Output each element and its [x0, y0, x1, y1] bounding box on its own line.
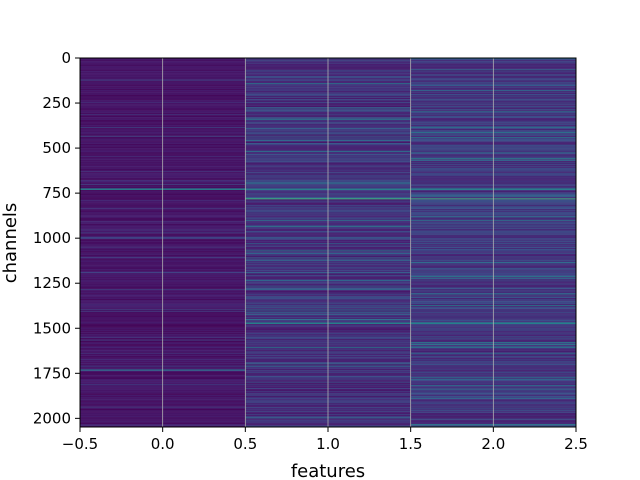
y-tick-label: 1000	[33, 229, 71, 247]
y-tick-label: 2000	[33, 409, 71, 427]
x-tick-label: 1.5	[399, 435, 423, 453]
y-tick-label: 0	[61, 49, 71, 67]
x-tick-label: 1.0	[316, 435, 340, 453]
x-tick-label: 0.0	[151, 435, 175, 453]
y-tick-label: 750	[42, 184, 71, 202]
y-tick-label: 1250	[33, 274, 71, 292]
y-tick-label: 1750	[33, 364, 71, 382]
x-tick-label: 2.5	[564, 435, 588, 453]
y-tick-label: 250	[42, 94, 71, 112]
x-axis-label: features	[291, 461, 365, 480]
y-tick-label: 500	[42, 139, 71, 157]
y-tick-label: 1500	[33, 319, 71, 337]
y-axis-label: channels	[0, 203, 21, 284]
x-tick-label: 2.0	[481, 435, 505, 453]
x-tick-label: −0.5	[62, 435, 98, 453]
y-axis-ticks: 0 250 500 750 1000 1250 1500 1750 2000	[33, 49, 80, 427]
x-axis-ticks: −0.5 0.0 0.5 1.0 1.5 2.0 2.5	[62, 427, 588, 453]
x-tick-label: 0.5	[233, 435, 257, 453]
